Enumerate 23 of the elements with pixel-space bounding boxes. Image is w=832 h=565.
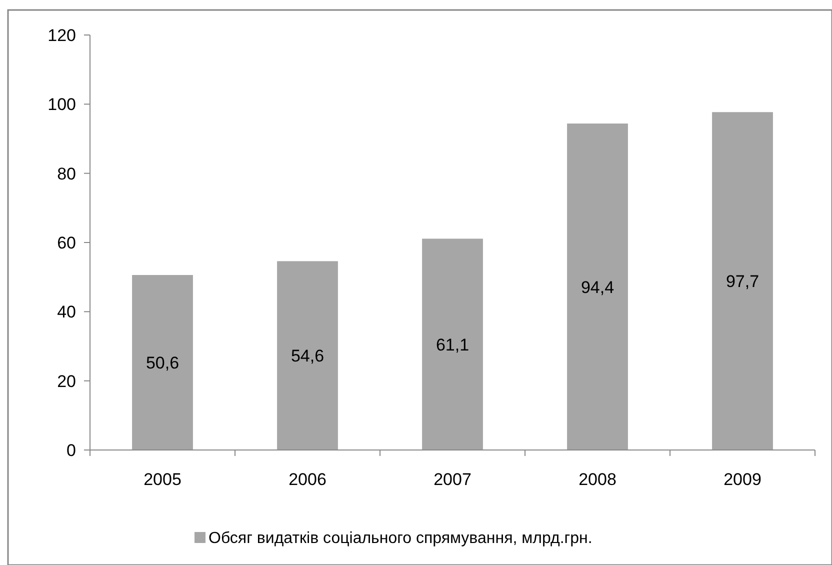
x-tick-label: 2006 [288,470,326,489]
x-tick-label: 2009 [724,470,762,489]
bar [132,275,193,450]
y-tick-label: 60 [57,234,76,252]
bar [567,124,628,450]
x-tick-label: 2008 [578,470,616,489]
data-label: 61,1 [436,335,470,354]
bar [712,112,773,450]
data-label: 97,7 [726,272,760,292]
y-tick-label: 20 [57,372,76,391]
y-tick-label: 120 [48,26,76,45]
x-tick-label: 2005 [144,470,182,489]
bar [277,261,338,450]
y-tick-label: 80 [57,164,76,184]
y-tick-label: 0 [66,441,76,460]
data-label: 50,6 [146,354,180,373]
y-tick-label: 100 [48,95,76,114]
legend-label: Обсяг видатків соціального спрямування, млрд.грн. [208,530,592,547]
bar [422,238,483,450]
y-tick-label: 40 [57,302,76,322]
data-label: 94,4 [580,278,614,297]
data-label: 54,6 [290,346,324,366]
x-tick-label: 2007 [434,470,472,489]
